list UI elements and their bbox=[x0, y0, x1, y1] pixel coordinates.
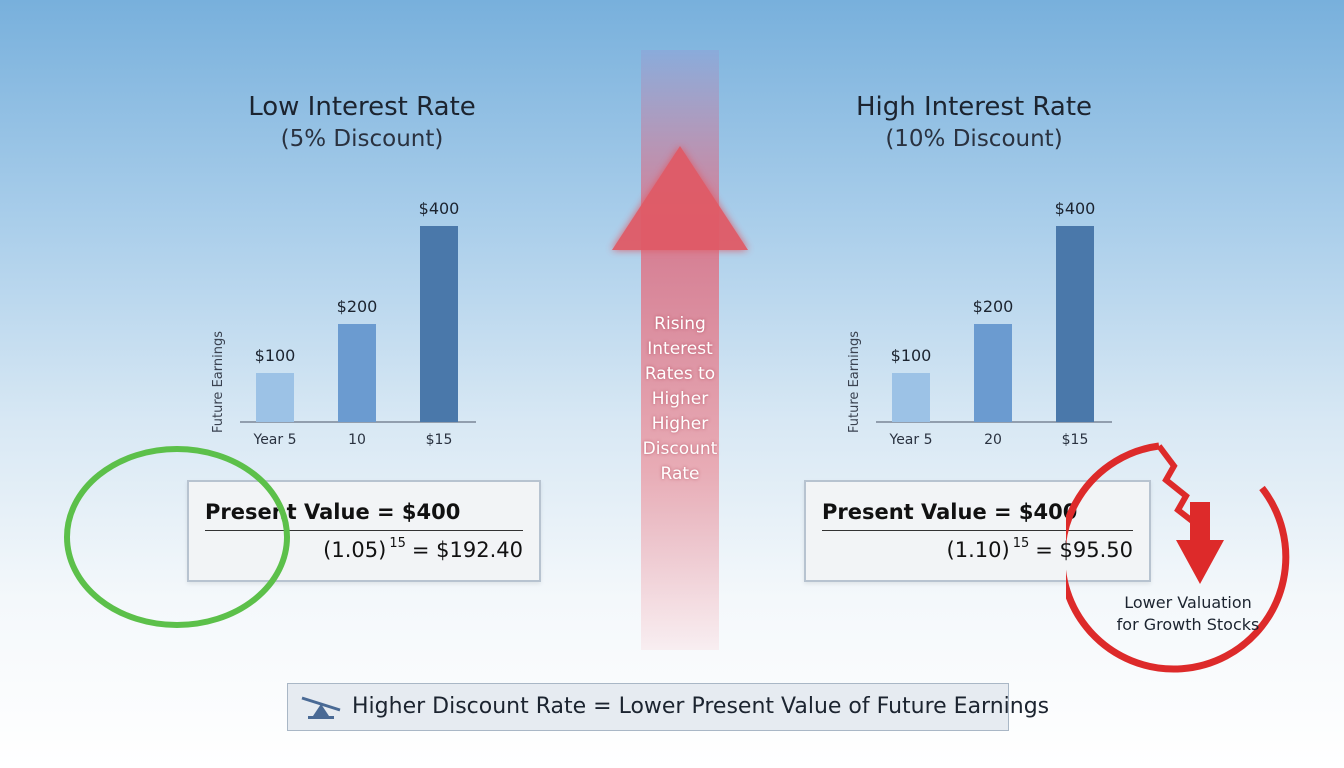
right-chart-bar-0 bbox=[892, 373, 930, 422]
right-panel-title: High Interest Rate (10% Discount) bbox=[774, 92, 1174, 152]
center-caption: Rising Interest Rates to Higher Higher D… bbox=[642, 314, 718, 484]
right-chart-bar-2 bbox=[1056, 226, 1094, 422]
left-pv-formula: (1.05) 15 = $192.40 bbox=[323, 536, 523, 562]
right-chart-tick-label-2: $15 bbox=[1062, 432, 1089, 448]
left-pv-exponent: 15 bbox=[389, 536, 406, 551]
left-subtitle: (5% Discount) bbox=[280, 126, 444, 152]
right-pv-fraction-line bbox=[822, 530, 1133, 531]
right-bar-chart: Future Earnings $100 Year 5 $200 20 $400 $15 bbox=[847, 199, 1112, 448]
left-bar-chart: Future Earnings $100 Year 5 $200 10 $400 $15 bbox=[211, 199, 476, 448]
banner-text: Higher Discount Rate = Lower Present Val… bbox=[352, 694, 1050, 719]
right-chart-tick-label-0: Year 5 bbox=[889, 432, 933, 448]
right-subtitle: (10% Discount) bbox=[885, 126, 1063, 152]
left-chart-bar-2 bbox=[420, 226, 458, 422]
red-decline-badge-icon bbox=[1066, 442, 1290, 673]
left-present-value-box: Present Value = $400 (1.05) 15 = $192.40 bbox=[187, 480, 541, 582]
right-chart-value-label-1: $200 bbox=[973, 297, 1014, 316]
left-chart-value-label-1: $200 bbox=[337, 297, 378, 316]
right-chart-value-label-0: $100 bbox=[891, 346, 932, 365]
up-arrow-icon bbox=[612, 146, 748, 250]
right-present-value-box: Present Value = $400 (1.10) 15 = $95.50 bbox=[804, 480, 1151, 582]
right-pv-label: Present Value = $400 bbox=[822, 500, 1078, 524]
left-pv-result: = $192.40 bbox=[411, 538, 523, 562]
right-title: High Interest Rate bbox=[855, 92, 1093, 122]
left-pv-label: Present Value = $400 bbox=[205, 500, 461, 524]
right-chart-tick-label-1: 20 bbox=[984, 432, 1002, 448]
right-pv-result: = $95.50 bbox=[1035, 538, 1133, 562]
left-chart-tick-label-0: Year 5 bbox=[253, 432, 297, 448]
left-chart-tick-label-2: $15 bbox=[426, 432, 453, 448]
left-chart-y-axis-label: Future Earnings bbox=[211, 331, 226, 433]
left-pv-base: (1.05) bbox=[323, 538, 387, 562]
bottom-banner: Higher Discount Rate = Lower Present Val… bbox=[287, 683, 1049, 731]
left-chart-value-label-0: $100 bbox=[255, 346, 296, 365]
right-chart-value-label-2: $400 bbox=[1055, 199, 1096, 218]
right-pv-exponent: 15 bbox=[1012, 536, 1030, 551]
green-circle-highlight bbox=[64, 446, 290, 628]
lower-valuation-label: Lower Valuation for Growth Stocks bbox=[1116, 593, 1260, 634]
left-panel-title: Low Interest Rate (5% Discount) bbox=[162, 92, 562, 152]
left-title: Low Interest Rate bbox=[248, 92, 476, 122]
left-chart-bar-0 bbox=[256, 373, 294, 422]
right-pv-base: (1.10) bbox=[946, 538, 1010, 562]
left-pv-fraction-line bbox=[205, 530, 523, 531]
left-chart-tick-label-1: 10 bbox=[348, 432, 366, 448]
left-chart-bar-1 bbox=[338, 324, 376, 422]
right-pv-formula: (1.10) 15 = $95.50 bbox=[946, 536, 1133, 562]
right-chart-bar-1 bbox=[974, 324, 1012, 422]
seesaw-scale-icon bbox=[301, 696, 341, 719]
left-chart-value-label-2: $400 bbox=[419, 199, 460, 218]
right-chart-y-axis-label: Future Earnings bbox=[847, 331, 862, 433]
